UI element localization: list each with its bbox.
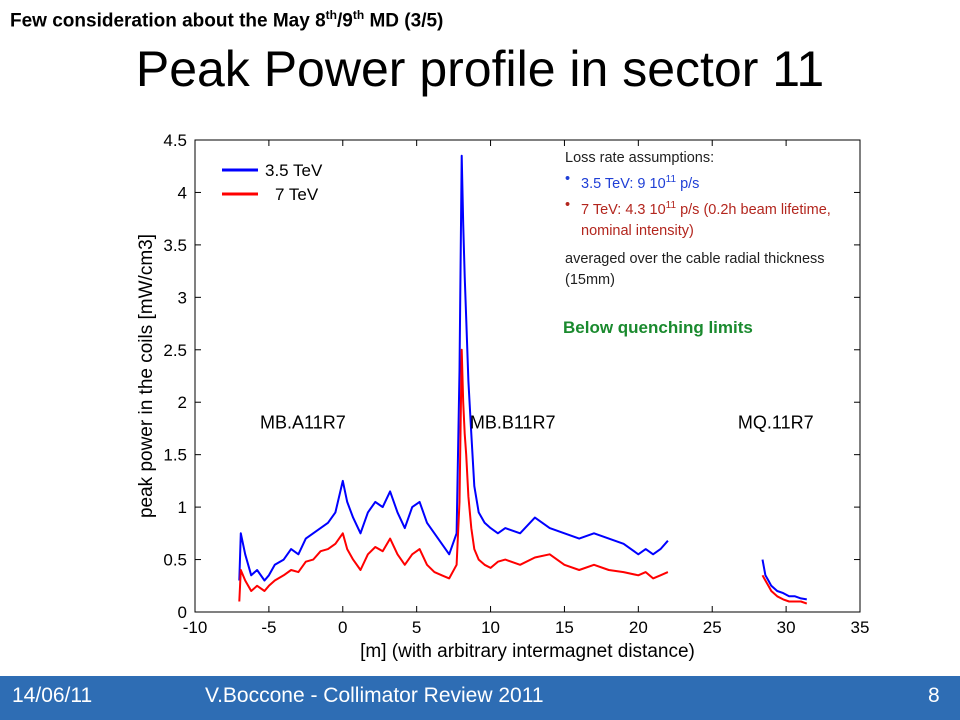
loss-rate-notes: Loss rate assumptions: 3.5 TeV: 9 1011 p… — [565, 148, 865, 291]
x-tick-label: -10 — [183, 618, 208, 637]
notes-list: 3.5 TeV: 9 1011 p/s 7 TeV: 4.3 1011 p/s … — [565, 169, 865, 242]
note-7-tev: 7 TeV: 4.3 1011 p/s (0.2h beam lifetime,… — [565, 195, 865, 242]
x-tick-label: 15 — [555, 618, 574, 637]
plot-frame — [194, 139, 861, 613]
slide-title: Peak Power profile in sector 11 — [135, 41, 825, 97]
y-tick-label: 1 — [178, 498, 187, 517]
header-text: Few consideration about the May 8 — [10, 10, 326, 32]
y-axis-label: peak power in the coils [mW/cm3] — [136, 234, 157, 518]
peak-power-chart: -10 -5 0 5 10 15 20 25 30 35 0 0.5 1 1.5 2 2.5 3 3.5 4 4.5 [… — [136, 131, 870, 662]
footer-page-number: 8 — [928, 684, 940, 707]
y-tick-label: 3 — [178, 288, 187, 307]
footer-center: V.Boccone - Collimator Review 2011 — [205, 684, 544, 707]
footer-bar: 14/06/11 V.Boccone - Collimator Review 2… — [0, 676, 960, 720]
notes-heading: Loss rate assumptions: — [565, 150, 715, 166]
x-tick-label: 35 — [851, 618, 870, 637]
legend-label: 7 TeV — [275, 185, 319, 204]
footer-date: 14/06/11 — [12, 684, 93, 707]
x-tick-label: -5 — [261, 618, 276, 637]
magnet-label: MB.B11R7 — [470, 412, 556, 432]
x-tick-label: 25 — [703, 618, 722, 637]
series-line-red — [238, 348, 669, 602]
series-line-blue — [238, 154, 669, 582]
y-tick-label: 2 — [178, 393, 187, 412]
y-tick-label: 4.5 — [163, 131, 187, 150]
y-tick-label: 1.5 — [163, 446, 187, 465]
header-text-end: MD (3/5) — [364, 10, 444, 32]
averaged-note: averaged over the cable radial thickness… — [565, 250, 825, 288]
slide-header: Few consideration about the May 8th/9th … — [10, 8, 443, 32]
x-axis-label: [m] (with arbitrary intermagnet distance… — [360, 641, 695, 662]
note-3-5-tev: 3.5 TeV: 9 1011 p/s — [565, 169, 865, 195]
magnet-label: MB.A11R7 — [260, 412, 346, 432]
x-tick-label: 0 — [338, 618, 347, 637]
quench-note: Below quenching limits — [563, 318, 753, 337]
y-tick-label: 3.5 — [163, 236, 187, 255]
legend-label: 3.5 TeV — [265, 161, 323, 180]
x-tick-label: 20 — [629, 618, 648, 637]
series-line-red — [761, 574, 808, 605]
y-tick-label: 0.5 — [163, 551, 187, 570]
magnet-label: MQ.11R7 — [738, 412, 814, 432]
x-tick-label: 30 — [777, 618, 796, 637]
series-line-blue — [761, 559, 807, 601]
header-sup2: th — [352, 8, 365, 22]
y-tick-label: 0 — [178, 603, 187, 622]
y-tick-label: 4 — [178, 183, 187, 202]
x-tick-label: 10 — [481, 618, 500, 637]
header-text-mid: /9 — [337, 10, 353, 32]
x-tick-label: 5 — [412, 618, 421, 637]
y-tick-label: 2.5 — [163, 341, 187, 360]
header-sup: th — [325, 8, 337, 22]
